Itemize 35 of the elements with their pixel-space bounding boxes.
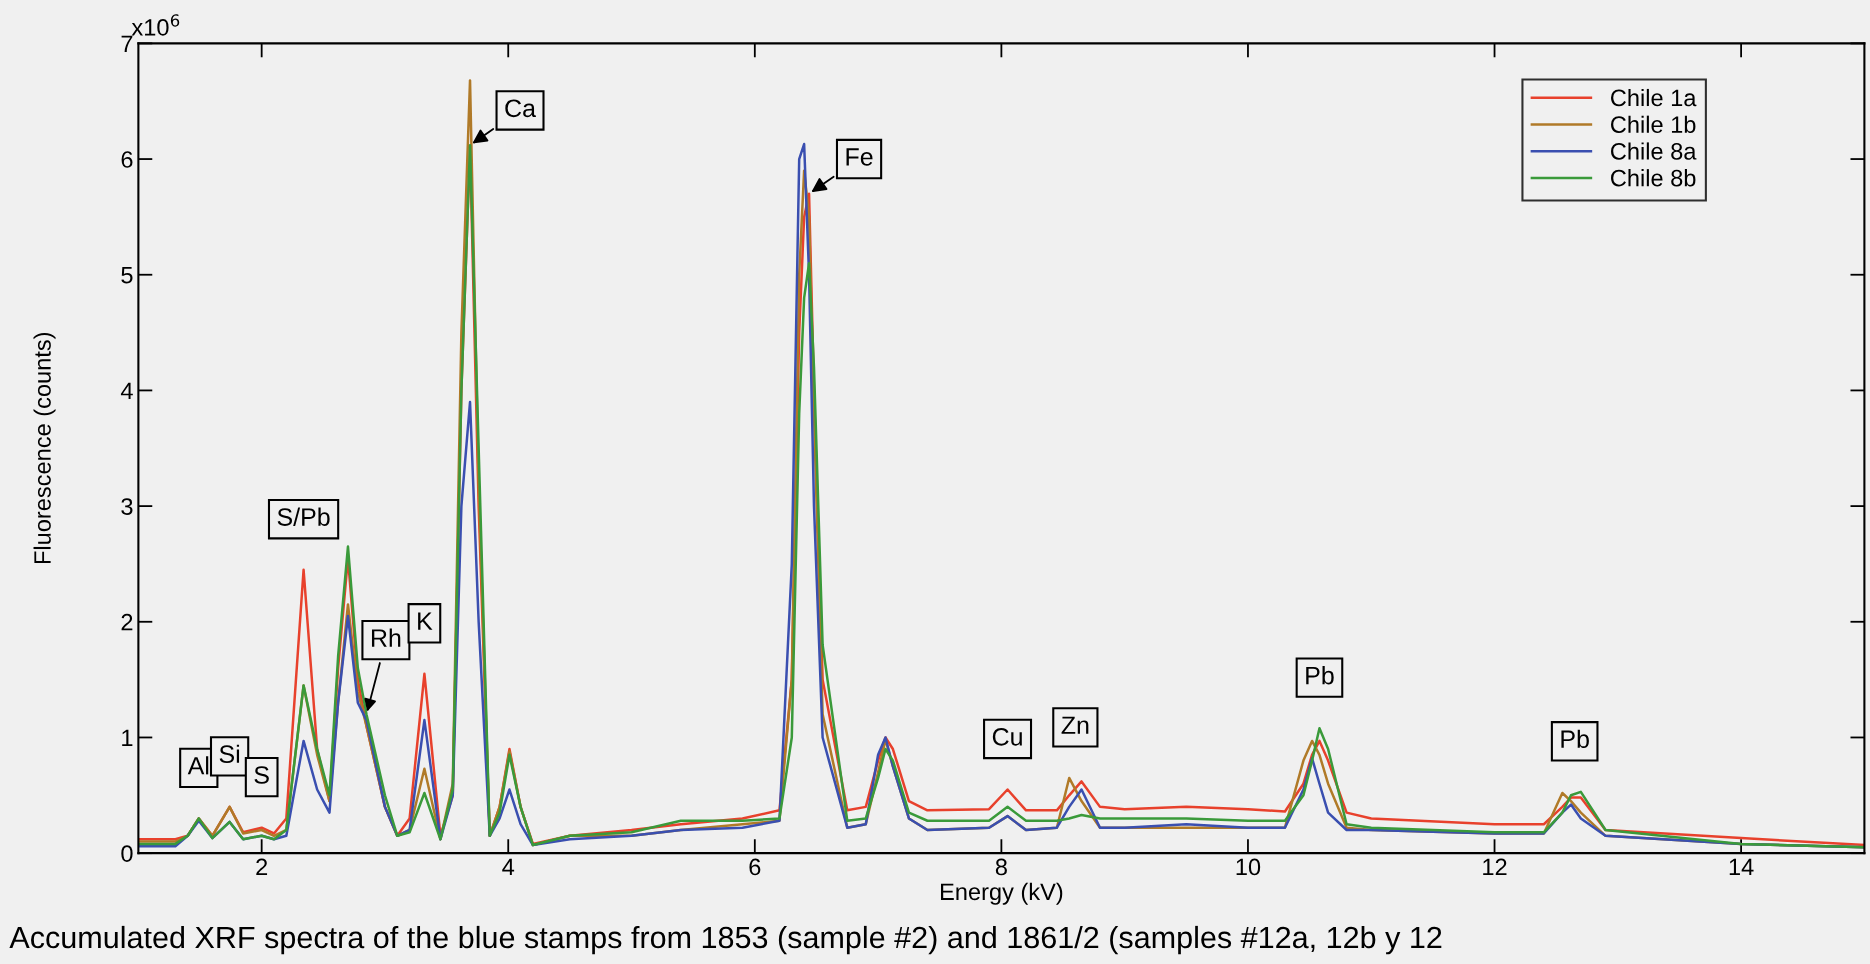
annotation: S (254, 766, 269, 784)
y-tick-label: 5 (121, 267, 133, 284)
y-tick-label: 3 (121, 498, 133, 515)
x-tick-label: 12 (1483, 858, 1507, 876)
annotation: Al (187, 756, 209, 775)
y-axis-title: Fluorescence (counts) (33, 332, 56, 564)
x-axis-title: Energy (kV) (941, 882, 1063, 905)
x-tick-label: 8 (995, 858, 1007, 876)
text: x10$^{6}$ (131, 14, 180, 36)
y-tick-label: 1 (122, 729, 133, 747)
legend-label: Chile 1a (1611, 88, 1697, 107)
annotation: Pb (1306, 666, 1334, 685)
x-tick-label: 6 (749, 858, 761, 876)
text: Accumulated XRF spectra of the blue stamps from 1853 (sample #2) and 1861/2 (samples #12a, 12b y 12 (9, 925, 1442, 955)
y-tick-label: 6 (121, 151, 133, 168)
x-tick-label: 2 (256, 858, 268, 876)
x-tick-label: 10 (1236, 858, 1261, 876)
y-tick-label: 7 (121, 35, 133, 52)
y-tick-label: 2 (121, 613, 133, 631)
annotation: K (418, 612, 433, 630)
annotation: Si (219, 744, 240, 764)
y-tick-label: 0 (121, 845, 133, 862)
annotation: Rh (371, 628, 401, 647)
x-tick-label: 14 (1729, 858, 1754, 876)
annotation: Fe (846, 148, 873, 166)
y-tick-label: 4 (120, 382, 133, 399)
annotation: Pb (1561, 729, 1589, 748)
annotation: Cu (992, 727, 1022, 746)
legend-label: Chile 8a (1611, 142, 1697, 160)
x-tick-label: 4 (502, 858, 515, 876)
legend-label: Chile 1b (1611, 115, 1696, 133)
annotation: S/Pb (277, 507, 330, 526)
annotation: Ca (505, 99, 536, 118)
annotation: Zn (1061, 716, 1089, 734)
legend-label: Chile 8b (1611, 169, 1696, 187)
